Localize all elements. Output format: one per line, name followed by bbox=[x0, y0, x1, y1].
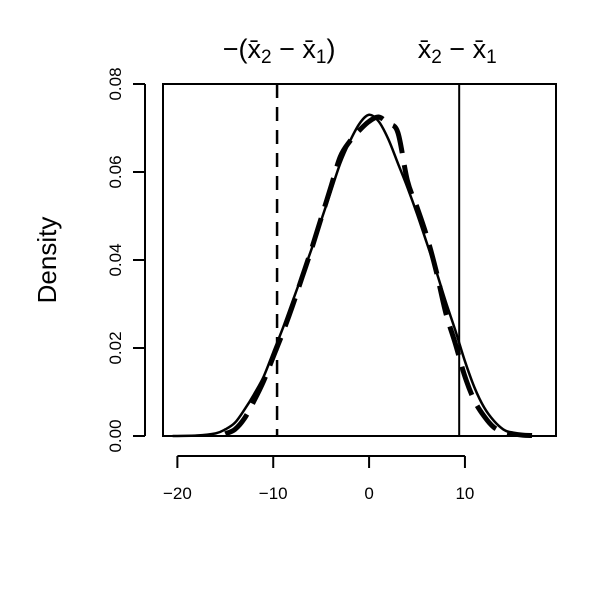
annotation-text: x̄2 − x̄1 bbox=[418, 34, 497, 68]
annotation-diff: x̄2 − x̄1 bbox=[418, 34, 497, 68]
y-tick-label: 0.08 bbox=[106, 67, 125, 100]
annotation-text: −(x̄2 − x̄1) bbox=[223, 34, 336, 68]
annotation-layer: −(x̄2 − x̄1) x̄2 − x̄1 bbox=[223, 34, 497, 68]
y-tick-label: 0.06 bbox=[106, 155, 125, 188]
plot-box bbox=[163, 84, 556, 436]
density-curve-dashed bbox=[225, 117, 532, 436]
x-tick-label: −10 bbox=[259, 484, 288, 503]
y-tick-label: 0.02 bbox=[106, 331, 125, 364]
x-tick-label: 10 bbox=[455, 484, 474, 503]
x-tick-label: −20 bbox=[163, 484, 192, 503]
y-tick-label: 0.04 bbox=[106, 243, 125, 276]
annotation-negative-diff: −(x̄2 − x̄1) bbox=[223, 34, 336, 68]
x-axis: −20 −10 0 10 bbox=[163, 456, 474, 503]
y-tick-label: 0.00 bbox=[106, 419, 125, 452]
series-layer bbox=[173, 115, 532, 436]
y-axis-label: Density bbox=[32, 217, 62, 304]
x-tick-label: 0 bbox=[364, 484, 373, 503]
y-axis: 0.00 0.02 0.04 0.06 0.08 bbox=[106, 67, 145, 452]
